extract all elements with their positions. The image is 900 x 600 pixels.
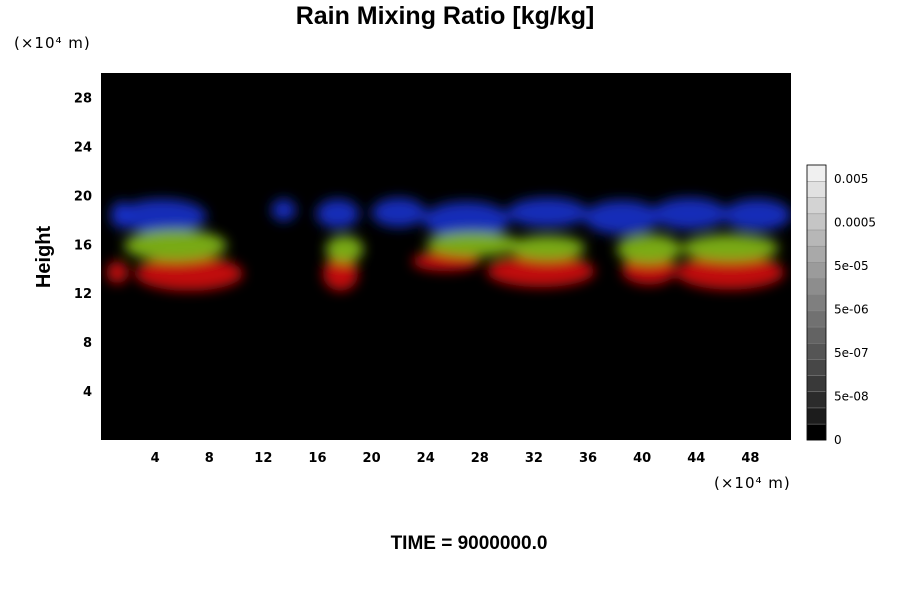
field-blob-2-5	[681, 234, 779, 262]
colorbar-swatch	[806, 391, 827, 409]
field-blob-0-8	[651, 197, 728, 230]
field-blob-2-1	[325, 235, 364, 263]
field-blob-1-6	[676, 255, 785, 290]
colorbar-swatch	[806, 294, 827, 312]
field-blob-1-3	[412, 251, 480, 272]
y-axis-ticks: 4 8 12 16 20 24 28	[74, 91, 92, 400]
colorbar-swatch	[806, 310, 827, 328]
y-axis-label: Height	[33, 226, 55, 289]
y-tick-label: 20	[74, 189, 92, 204]
y-tick-label: 4	[83, 385, 92, 400]
colorbar-swatch	[806, 213, 827, 231]
colorbar-tick-label: 5e-06	[834, 303, 869, 317]
colorbar-tick-label: 0	[834, 433, 842, 447]
x-tick-label: 16	[308, 451, 326, 466]
x-tick-label: 8	[205, 451, 214, 466]
x-tick-label: 24	[417, 451, 435, 466]
colorbar-swatch	[806, 261, 827, 279]
field-blob-0-7	[584, 200, 660, 235]
field-blob-2-2	[425, 232, 521, 257]
field-blob-0-1	[117, 199, 207, 234]
colorbar-tick-label: 0.0005	[834, 216, 876, 230]
field-blob-1-5	[621, 255, 676, 285]
y-tick-label: 12	[74, 287, 92, 302]
precipitation-field	[106, 197, 791, 291]
field-blob-0-3	[316, 199, 360, 229]
field-blob-1-2	[322, 256, 359, 291]
y-tick-label: 24	[74, 140, 92, 155]
colorbar-swatch	[806, 423, 827, 441]
x-tick-label: 36	[579, 451, 597, 466]
y-tick-label: 16	[74, 238, 92, 253]
field-blob-0-4	[371, 197, 426, 228]
colorbar-frame	[806, 164, 827, 441]
colorbar-tick-label: 5e-08	[834, 390, 869, 404]
x-axis-unit: (×10⁴ m)	[714, 474, 791, 492]
colorbar-tick-label: 0.005	[834, 172, 868, 186]
colorbar-swatch	[806, 245, 827, 263]
colorbar-swatch	[806, 197, 827, 215]
field-blob-1-0	[106, 261, 129, 284]
field-blob-0-5	[423, 201, 510, 239]
field-blob-2-4	[616, 234, 682, 264]
y-tick-label: 28	[74, 91, 92, 106]
colorbar-tick-label: 5e-05	[834, 259, 869, 273]
colorbar: 0.005 0.0005 5e-05 5e-06 5e-07 5e-08 0	[806, 164, 876, 447]
field-blob-2-3	[509, 235, 586, 261]
field-blob-0-6	[506, 197, 589, 228]
colorbar-tick-label: 5e-07	[834, 346, 869, 360]
x-tick-label: 20	[363, 451, 381, 466]
field-blob-0-9	[723, 199, 791, 231]
colorbar-swatch	[806, 229, 827, 247]
field-blob-0-2	[271, 199, 296, 222]
x-tick-label: 4	[151, 451, 160, 466]
x-tick-label: 44	[687, 451, 705, 466]
field-blob-1-1	[134, 256, 244, 291]
chart-title: Rain Mixing Ratio [kg/kg]	[296, 2, 595, 30]
colorbar-swatch	[806, 326, 827, 344]
x-tick-label: 12	[254, 451, 272, 466]
y-axis-unit: (×10⁴ m)	[14, 34, 91, 52]
colorbar-swatch	[806, 180, 827, 198]
x-tick-label: 32	[525, 451, 543, 466]
field-blob-2-0	[123, 229, 227, 262]
colorbar-swatch	[806, 407, 827, 425]
time-label: TIME = 9000000.0	[391, 533, 548, 554]
colorbar-swatch	[806, 342, 827, 360]
colorbar-swatch	[806, 277, 827, 295]
x-tick-label: 28	[471, 451, 489, 466]
x-axis-ticks: 4 8 12 16 20 24 28 32 36 40 44 48	[151, 451, 760, 466]
colorbar-swatch	[806, 164, 827, 182]
x-tick-label: 40	[633, 451, 651, 466]
x-tick-label: 48	[741, 451, 759, 466]
y-tick-label: 8	[83, 336, 92, 351]
colorbar-swatch	[806, 358, 827, 376]
field-blob-1-4	[486, 255, 595, 288]
colorbar-swatch	[806, 375, 827, 393]
